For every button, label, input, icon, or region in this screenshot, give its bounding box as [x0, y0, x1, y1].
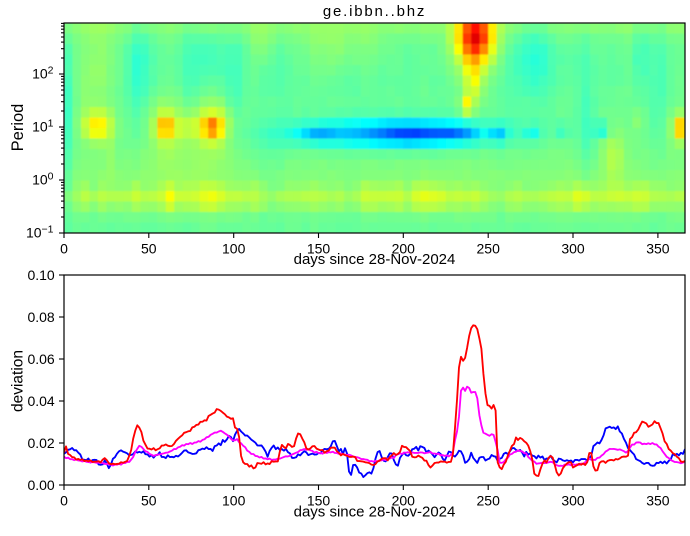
- svg-text:350: 350: [646, 240, 670, 256]
- svg-text:days since 28-Nov-2024: days since 28-Nov-2024: [294, 503, 456, 520]
- svg-text:0.06: 0.06: [27, 351, 54, 367]
- svg-text:250: 250: [477, 492, 501, 508]
- svg-text:0: 0: [60, 240, 68, 256]
- svg-text:50: 50: [141, 492, 157, 508]
- svg-text:200: 200: [392, 240, 416, 256]
- svg-text:102: 102: [32, 65, 54, 82]
- svg-text:350: 350: [646, 492, 670, 508]
- svg-text:100: 100: [32, 171, 54, 188]
- svg-text:250: 250: [477, 240, 501, 256]
- svg-text:ge.ibbn..bhz: ge.ibbn..bhz: [323, 3, 426, 20]
- svg-text:300: 300: [561, 240, 585, 256]
- svg-text:0.10: 0.10: [27, 267, 54, 283]
- svg-text:50: 50: [141, 240, 157, 256]
- svg-text:101: 101: [32, 118, 54, 135]
- svg-text:Period: Period: [9, 104, 27, 152]
- svg-text:0.04: 0.04: [27, 393, 54, 409]
- svg-text:0.08: 0.08: [27, 309, 54, 325]
- svg-text:0.00: 0.00: [27, 477, 54, 493]
- svg-text:0.02: 0.02: [27, 435, 54, 451]
- svg-text:100: 100: [222, 492, 246, 508]
- svg-text:300: 300: [561, 492, 585, 508]
- svg-text:150: 150: [307, 240, 331, 256]
- svg-text:days since 28-Nov-2024: days since 28-Nov-2024: [294, 251, 456, 268]
- svg-text:150: 150: [307, 492, 331, 508]
- svg-text:0: 0: [60, 492, 68, 508]
- svg-text:deviation: deviation: [10, 350, 27, 412]
- svg-text:100: 100: [222, 240, 246, 256]
- svg-text:200: 200: [392, 492, 416, 508]
- svg-text:10−1: 10−1: [26, 224, 54, 241]
